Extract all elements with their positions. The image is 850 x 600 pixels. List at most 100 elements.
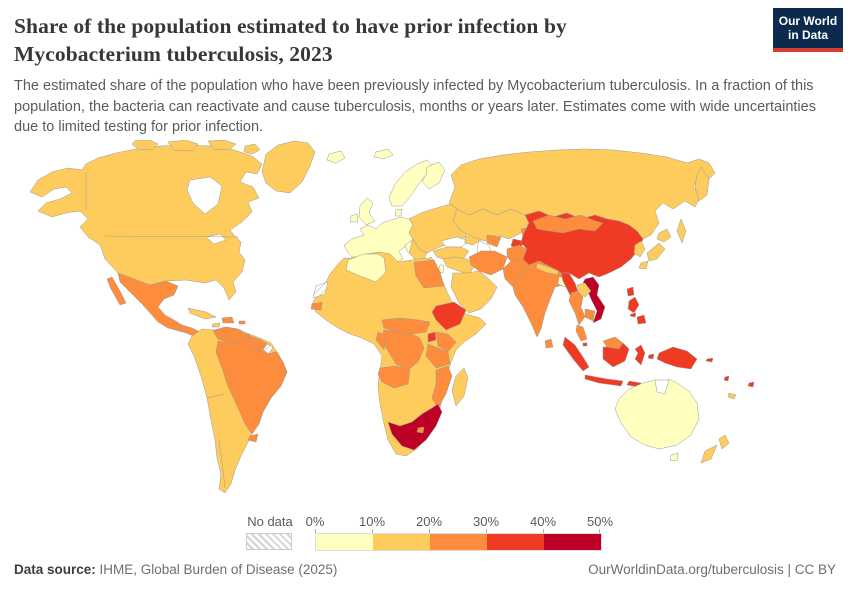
legend-swatch-0-10[interactable] [316,534,373,550]
region-new-zealand[interactable] [700,444,718,464]
region-sulawesi[interactable] [634,344,646,366]
region-arabian-peninsula[interactable] [450,270,498,314]
region-australia[interactable] [614,378,700,450]
owid-logo-line1: Our World [778,14,838,28]
legend-tick-label: 50% [586,514,614,529]
region-sumatra[interactable] [562,336,590,372]
region-arctic-island[interactable] [131,140,159,151]
region-arctic-island[interactable] [207,140,237,151]
region-philippines[interactable] [627,296,640,314]
region-arctic-island[interactable] [167,140,199,152]
region-jamaica[interactable] [211,322,221,328]
chart-subtitle: The estimated share of the population wh… [14,78,816,135]
region-ireland[interactable] [349,213,359,223]
owid-logo-line2: in Data [787,28,828,42]
legend-swatch-30-40[interactable] [487,534,544,550]
region-iran[interactable] [468,250,508,276]
region-taiwan[interactable] [626,286,635,297]
region-new-zealand[interactable] [718,434,730,450]
region-senegal[interactable] [310,301,323,311]
world-choropleth-map[interactable] [8,140,840,514]
chart-header: Share of the population estimated to hav… [14,12,816,138]
region-levant-iraq[interactable] [442,256,476,276]
region-finland[interactable] [421,161,446,190]
region-lesotho[interactable] [416,426,425,434]
owid-logo[interactable]: Our World in Data [773,8,843,52]
region-angola[interactable] [377,365,411,389]
region-nepal[interactable] [535,262,560,276]
region-denmark[interactable] [394,208,403,217]
legend-tick-label: 0% [305,514,325,529]
no-data-swatch[interactable] [246,533,292,550]
region-algeria[interactable] [345,253,387,283]
region-uganda[interactable] [427,331,437,343]
region-japan[interactable] [646,242,666,262]
region-venezuela[interactable] [212,326,247,344]
region-borneo-indonesia[interactable] [602,342,630,368]
legend-swatch-40-50[interactable] [544,534,601,550]
region-new-caledonia[interactable] [727,392,737,400]
region-sakhalin[interactable] [676,218,687,244]
region-guyanas[interactable] [247,334,268,353]
footer-link[interactable]: OurWorldinData.org/tuberculosis | CC BY [588,562,836,577]
region-north-america[interactable] [29,144,263,301]
hudson-bay [186,176,223,215]
legend-tick-label: 30% [472,514,500,529]
region-madagascar[interactable] [451,367,469,407]
region-kamchatka[interactable] [694,166,710,202]
region-fiji[interactable] [747,381,755,388]
region-philippines[interactable] [636,314,647,325]
region-kenya[interactable] [435,331,457,353]
us-canada-border [102,235,240,238]
region-puerto-rico[interactable] [238,320,246,325]
region-ethiopia[interactable] [431,301,467,331]
region-hispaniola[interactable] [221,316,235,324]
region-baja-california[interactable] [106,276,127,306]
region-japan[interactable] [656,228,672,243]
region-south-korea[interactable] [633,240,646,258]
region-south-africa[interactable] [387,403,443,451]
region-tasmania[interactable] [669,452,679,462]
region-egypt[interactable] [413,259,445,289]
region-cambodia[interactable] [584,308,596,322]
region-mozambique[interactable] [431,365,453,409]
region-united-kingdom[interactable] [358,197,376,226]
legend-swatch-20-30[interactable] [430,534,487,550]
region-french-guiana[interactable] [262,343,274,355]
region-india[interactable] [512,260,570,338]
region-turkey[interactable] [432,246,470,262]
data-source-value: IHME, Global Burden of Disease (2025) [95,562,338,577]
region-tanzania[interactable] [425,343,451,369]
region-singapore[interactable] [582,342,588,347]
region-arctic-island[interactable] [243,143,261,155]
region-solomon-islands[interactable] [705,357,714,363]
legend-tick [315,529,316,533]
region-laos[interactable] [576,282,592,298]
region-moluccas[interactable] [647,353,655,360]
region-mexico[interactable] [117,272,183,332]
legend-tick [372,529,373,533]
region-uruguay[interactable] [247,433,259,443]
region-uzbekistan[interactable] [486,234,502,248]
region-japan[interactable] [638,260,649,270]
legend-tick [429,529,430,533]
region-vanuatu[interactable] [723,375,730,382]
region-iceland[interactable] [326,150,346,164]
region-mongolia[interactable] [532,214,604,234]
region-svalbard[interactable] [373,148,394,160]
region-new-guinea[interactable] [656,346,698,370]
region-java[interactable] [584,374,624,387]
region-thailand[interactable] [568,290,586,326]
legend-tick-label: 10% [358,514,386,529]
region-malaysia-peninsula[interactable] [575,324,588,342]
legend-swatch-10-20[interactable] [373,534,430,550]
page-title: Share of the population estimated to hav… [14,12,764,68]
region-central-africa[interactable] [381,317,431,335]
region-gabon-congo[interactable] [375,331,387,351]
region-philippines[interactable] [629,312,637,318]
region-kazakhstan-central-asia[interactable] [452,208,530,242]
region-cuba[interactable] [187,307,217,320]
region-greenland[interactable] [261,140,316,194]
region-western-sahara[interactable] [312,281,329,299]
region-sri-lanka[interactable] [544,338,554,349]
